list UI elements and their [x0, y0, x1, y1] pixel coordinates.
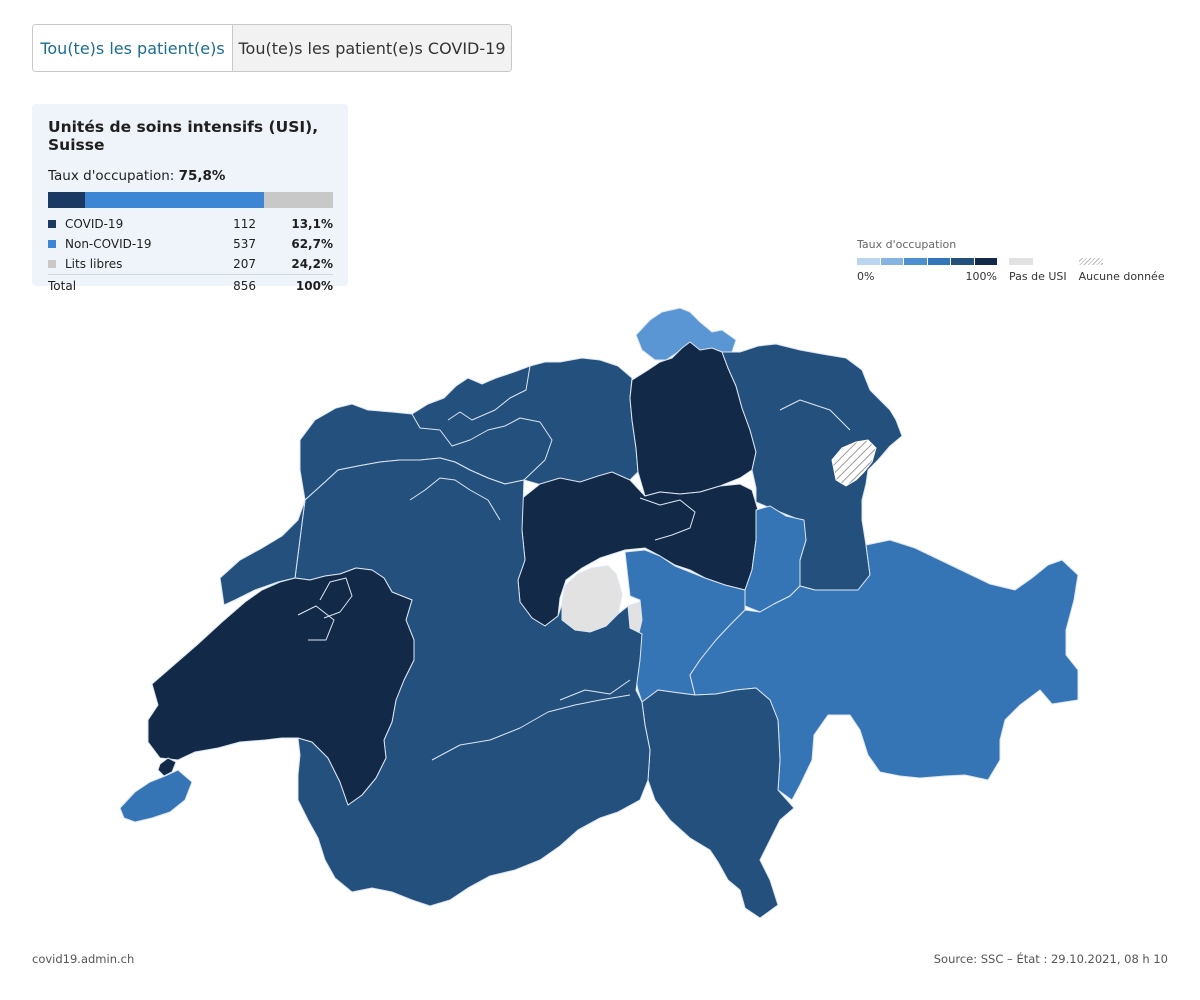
no-data-swatch: [1078, 258, 1103, 265]
scale-step-3: [904, 258, 927, 265]
tab-covid-patients[interactable]: Tou(te)s les patient(e)s COVID-19: [233, 25, 511, 71]
scale-step-1: [857, 258, 880, 265]
row-percent: 24,2%: [291, 257, 333, 271]
no-data-label: Aucune donnée: [1078, 270, 1165, 283]
icu-summary-card: Unités de soins intensifs (USI), Suisse …: [32, 104, 348, 296]
row-percent: 13,1%: [291, 217, 333, 231]
scale-min-label: 0%: [857, 270, 875, 283]
row-count: 537: [233, 237, 256, 251]
scale-step-4: [927, 258, 950, 265]
canton-geneva[interactable]: [119, 769, 193, 823]
no-icu-label: Pas de USI: [1009, 270, 1067, 283]
tab-all-patients[interactable]: Tou(te)s les patient(e)s: [33, 25, 233, 71]
occupancy-value: 75,8%: [178, 168, 226, 184]
table-row-total: Total 856 100%: [48, 274, 333, 296]
region-northeast[interactable]: [721, 343, 903, 591]
covid-legend-square: [48, 220, 56, 228]
view-tabs: Tou(te)s les patient(e)s Tou(te)s les pa…: [32, 24, 512, 72]
scale-step-5: [951, 258, 974, 265]
table-row: Non-COVID-19 537 62,7%: [48, 234, 333, 254]
canton-vaud[interactable]: [147, 567, 415, 806]
scale-step-2: [880, 258, 903, 265]
total-count: 856: [198, 274, 256, 296]
row-percent: 62,7%: [291, 237, 333, 251]
stats-table: COVID-19 112 13,1% Non-COVID-19 537 62,7…: [48, 214, 333, 296]
scale-step-6: [974, 258, 997, 265]
row-count: 112: [233, 217, 256, 231]
non-covid-legend-square: [48, 240, 56, 248]
occupancy-label: Taux d'occupation:: [48, 168, 175, 184]
source-note: Source: SSC – État : 29.10.2021, 08 h 10: [933, 952, 1168, 966]
map-legend: Taux d'occupation 0% 100% Pas de USI Auc…: [857, 238, 1165, 283]
canton-ticino[interactable]: [641, 687, 795, 919]
table-row: COVID-19 112 13,1%: [48, 214, 333, 234]
occupancy-rate: Taux d'occupation: 75,8%: [48, 168, 332, 184]
canton-appenzell-no-data[interactable]: [831, 439, 877, 487]
site-link[interactable]: covid19.admin.ch: [32, 952, 135, 966]
total-percent: 100%: [256, 274, 333, 296]
card-title: Unités de soins intensifs (USI), Suisse: [48, 118, 319, 154]
region-neuchatel[interactable]: [219, 499, 306, 606]
occupancy-bar: [48, 192, 333, 208]
row-count: 207: [233, 257, 256, 271]
free-beds-legend-square: [48, 260, 56, 268]
total-label: Total: [48, 274, 198, 296]
bar-segment-free-beds: [264, 192, 333, 208]
switzerland-map: [119, 307, 1079, 919]
table-row: Lits libres 207 24,2%: [48, 254, 333, 275]
internal-borders: [297, 365, 851, 761]
geneva-border-enclave: [157, 757, 177, 777]
row-label: Lits libres: [65, 257, 123, 271]
bar-segment-non-covid: [85, 192, 265, 208]
bar-segment-covid: [48, 192, 86, 208]
canton-graubunden[interactable]: [689, 539, 1079, 801]
row-label: COVID-19: [65, 217, 124, 231]
canton-schaffhausen[interactable]: [635, 307, 737, 361]
occupancy-color-scale: [857, 258, 997, 265]
row-label: Non-COVID-19: [65, 237, 152, 251]
legend-title: Taux d'occupation: [857, 238, 957, 251]
no-icu-swatch: [1009, 258, 1033, 265]
scale-max-label: 100%: [965, 270, 997, 283]
